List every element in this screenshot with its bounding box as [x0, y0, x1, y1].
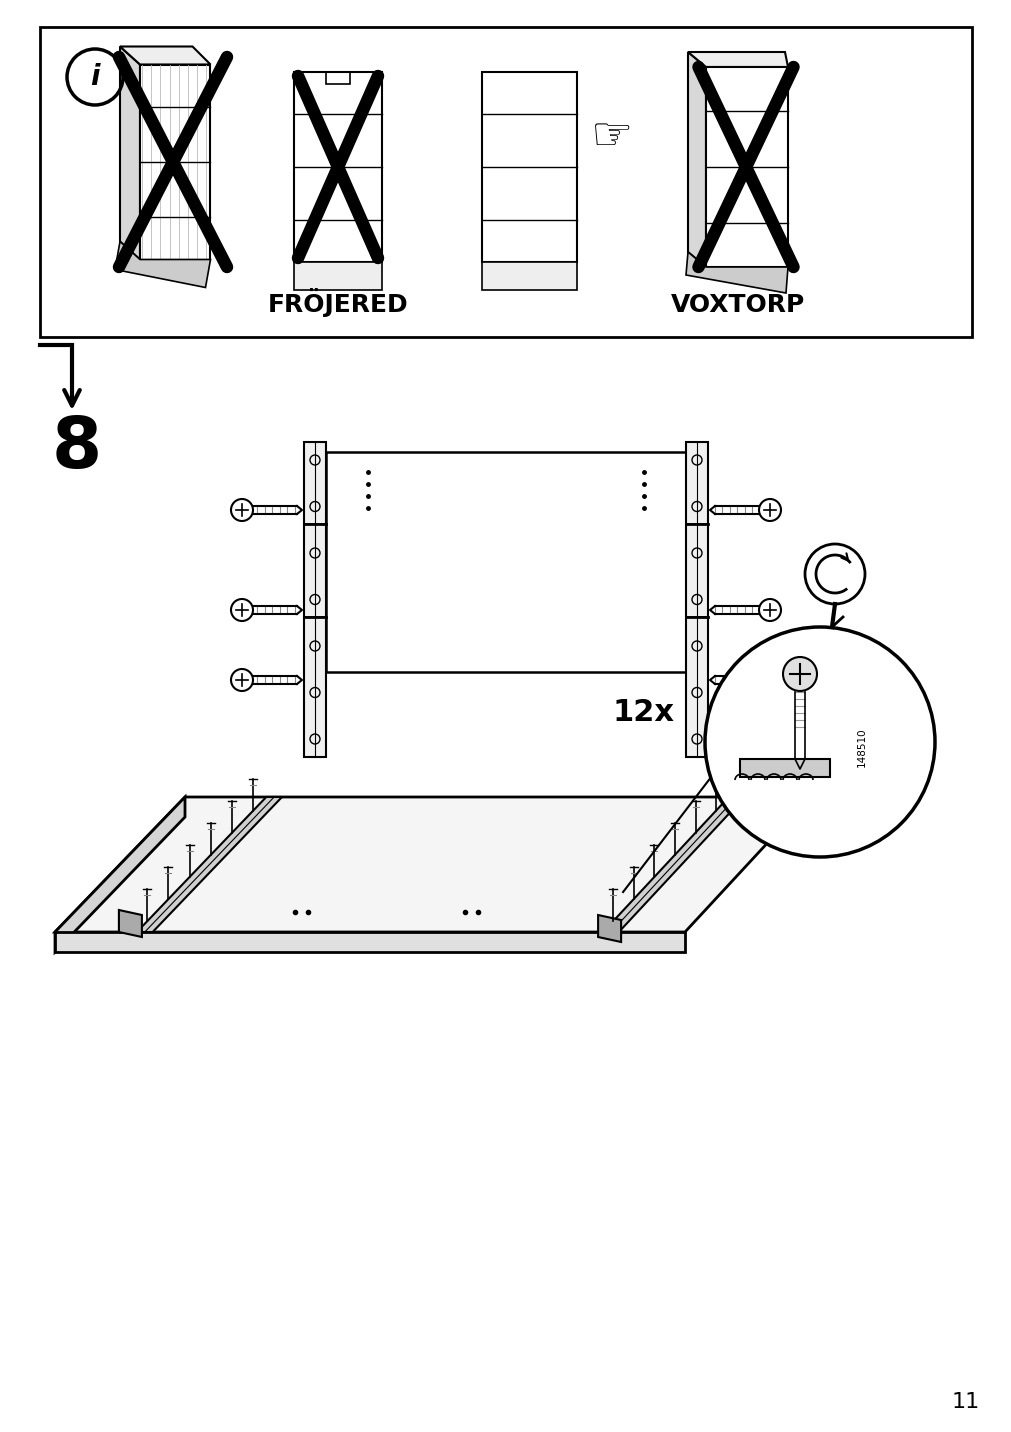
Polygon shape: [118, 909, 142, 937]
Circle shape: [705, 627, 934, 856]
Bar: [326, 72, 350, 84]
Bar: [294, 72, 381, 262]
Polygon shape: [55, 932, 684, 952]
Polygon shape: [120, 46, 140, 259]
Polygon shape: [55, 798, 809, 932]
Circle shape: [758, 498, 780, 521]
Polygon shape: [685, 252, 788, 294]
Text: VOXTORP: VOXTORP: [670, 294, 805, 316]
Circle shape: [231, 498, 253, 521]
Polygon shape: [140, 64, 210, 259]
Bar: [482, 72, 577, 262]
Bar: [482, 262, 577, 291]
Circle shape: [231, 599, 253, 621]
Text: i: i: [90, 63, 100, 92]
Bar: [40, 27, 971, 337]
Polygon shape: [687, 52, 788, 67]
Polygon shape: [687, 52, 706, 266]
Polygon shape: [598, 915, 621, 942]
Polygon shape: [603, 798, 744, 932]
Polygon shape: [55, 798, 185, 952]
Text: 12x: 12x: [613, 697, 674, 726]
Text: ☞: ☞: [590, 115, 633, 159]
Polygon shape: [706, 67, 788, 266]
Bar: [739, 759, 829, 778]
Bar: [685, 442, 708, 758]
Polygon shape: [120, 46, 210, 64]
Polygon shape: [115, 242, 210, 288]
Bar: [294, 262, 381, 291]
Polygon shape: [136, 798, 282, 932]
Text: FRÖJERED: FRÖJERED: [268, 288, 407, 316]
Text: 8: 8: [52, 414, 102, 483]
Circle shape: [758, 669, 780, 692]
Bar: [326, 453, 685, 672]
Circle shape: [758, 599, 780, 621]
Bar: [303, 442, 326, 758]
Circle shape: [783, 657, 816, 692]
Text: 11: 11: [950, 1392, 979, 1412]
Circle shape: [231, 669, 253, 692]
Circle shape: [804, 544, 864, 604]
Text: 148510: 148510: [856, 727, 866, 766]
